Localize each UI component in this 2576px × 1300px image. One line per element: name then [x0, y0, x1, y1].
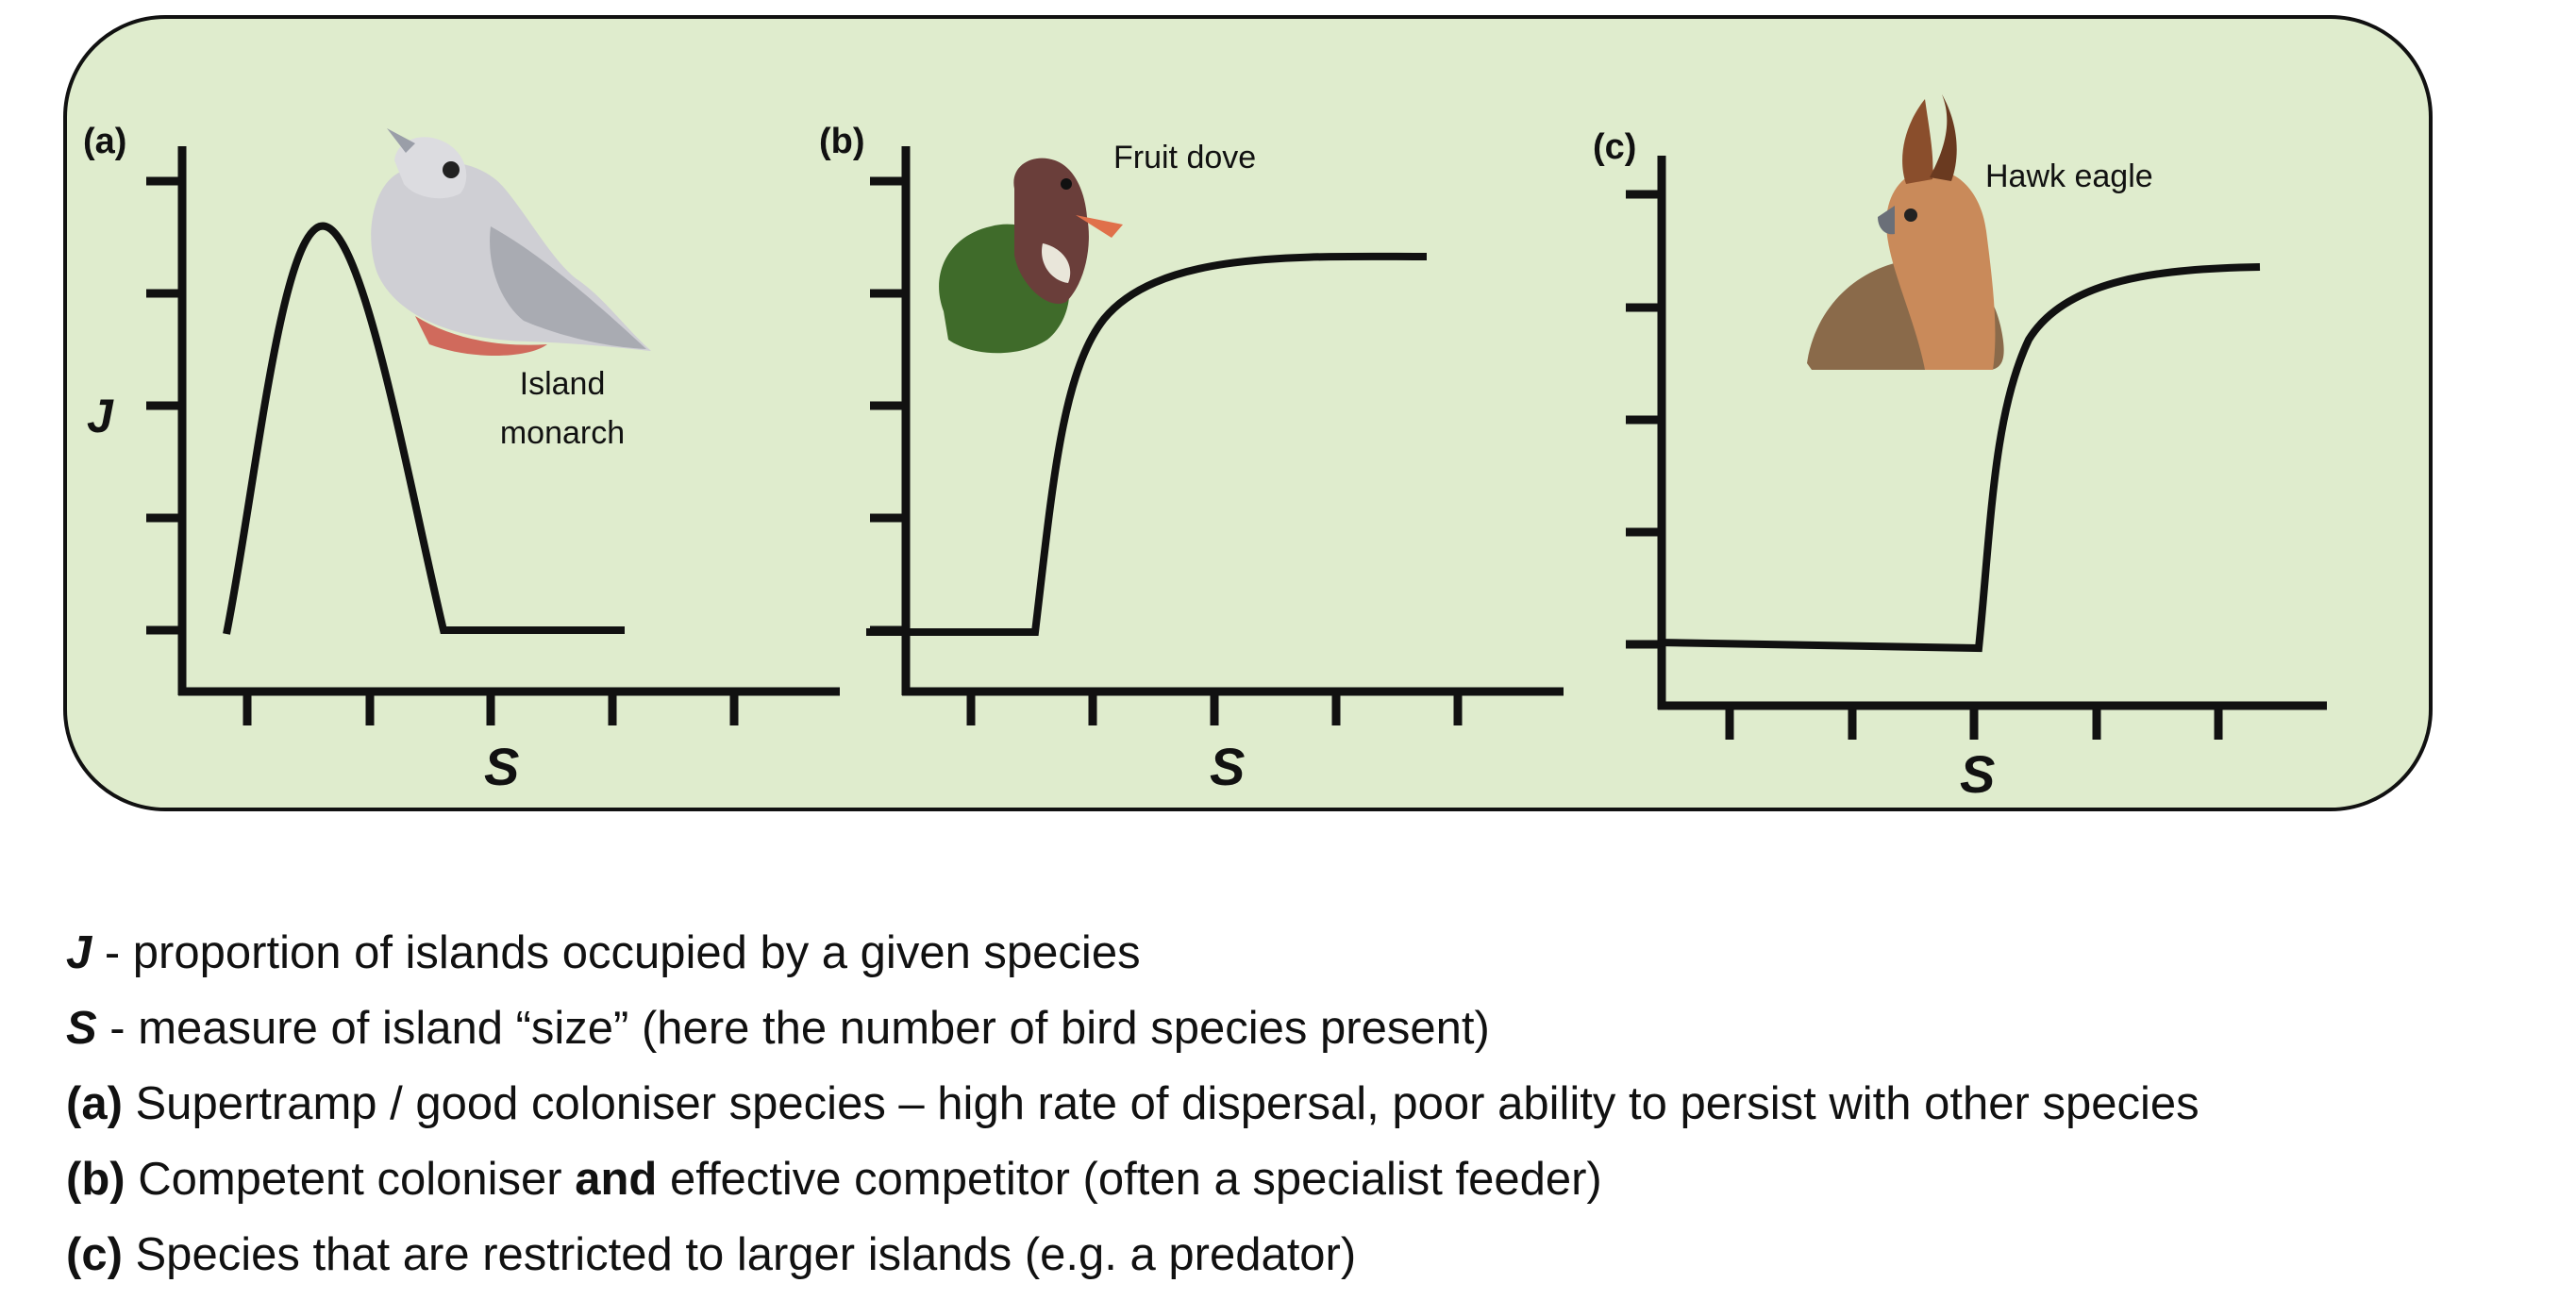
panel-a-x-label: S: [484, 737, 519, 796]
legend-s-text: - measure of island “size” (here the num…: [96, 1003, 1490, 1054]
legend-s-key: S: [66, 1003, 97, 1054]
legend-b: (b) Competent coloniser and effective co…: [66, 1142, 2557, 1217]
panel-c-y-ticks: [1626, 190, 1662, 649]
panel-background: [63, 15, 2433, 811]
panel-a-bird-name-line-1: Island: [520, 366, 606, 402]
three-panel-diagram: (a) J S: [83, 94, 2327, 804]
legend-a: (a) Supertramp / good coloniser species …: [66, 1066, 2557, 1142]
panel-b: (b) S: [819, 122, 1564, 796]
legend-b-key: (b): [66, 1154, 125, 1205]
panel-a: (a) J S: [83, 122, 840, 796]
panel-c-x-ticks: [1725, 706, 2223, 740]
legend-j-text: - proportion of islands occupied by a gi…: [92, 927, 1141, 978]
panel-a-y-label: J: [87, 390, 114, 442]
panel-b-occupancy-curve: [866, 252, 1428, 636]
panel-b-label: (b): [819, 122, 865, 161]
panel-c: (c) S: [1593, 94, 2327, 804]
panel-b-x-label: S: [1210, 737, 1245, 796]
panel-c-label: (c): [1593, 127, 1636, 167]
panel-b-y-ticks: [870, 176, 906, 635]
panel-a-occupancy-curve: [223, 222, 625, 635]
island-monarch-bird-icon: [371, 128, 651, 357]
legend-b-text-1: Competent coloniser: [125, 1154, 576, 1205]
legend-a-key: (a): [66, 1078, 123, 1129]
legend-c: (c) Species that are restricted to large…: [66, 1217, 2557, 1292]
legend: J - proportion of islands occupied by a …: [66, 915, 2557, 1292]
panel-b-bird-name: Fruit dove: [1113, 140, 1256, 175]
panel-c-occupancy-curve: [1657, 263, 2261, 653]
legend-c-text: Species that are restricted to larger is…: [122, 1229, 1357, 1280]
panel-a-label: (a): [83, 122, 126, 161]
panel-a-y-ticks: [146, 176, 182, 635]
legend-a-text: Supertramp / good coloniser species – hi…: [122, 1078, 2200, 1129]
panel-a-x-ticks: [243, 692, 739, 725]
legend-s: S - measure of island “size” (here the n…: [66, 991, 2557, 1066]
panel-a-bird-name-line-2: monarch: [500, 415, 625, 451]
legend-b-text-2: effective competitor (often a specialist…: [657, 1154, 1602, 1205]
legend-b-bold: and: [575, 1154, 658, 1205]
panel-c-x-label: S: [1960, 744, 1995, 804]
hawk-eagle-bird-icon: [1807, 94, 2004, 370]
legend-c-key: (c): [66, 1229, 123, 1280]
panel-c-bird-name: Hawk eagle: [1985, 158, 2153, 194]
fruit-dove-bird-icon: [939, 158, 1123, 354]
legend-j: J - proportion of islands occupied by a …: [66, 915, 2557, 991]
panel-b-x-ticks: [966, 692, 1463, 725]
legend-j-key: J: [66, 927, 92, 978]
